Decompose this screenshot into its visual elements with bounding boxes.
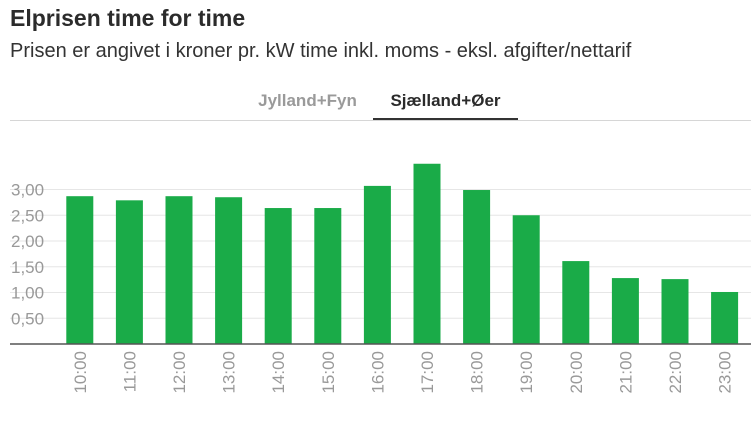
bar-1400[interactable] [264, 208, 292, 344]
chart-subtitle: Prisen er angivet i kroner pr. kW time i… [10, 40, 632, 62]
bar-1300[interactable] [215, 197, 243, 344]
bar-2200[interactable] [661, 279, 689, 344]
x-tick-label: 10:00 [71, 351, 90, 394]
y-tick-label: 3,00 [11, 181, 44, 200]
y-tick-label: 2,50 [11, 206, 44, 225]
bar-1000[interactable] [66, 196, 94, 344]
x-tick-label: 17:00 [418, 351, 437, 394]
bar-1600[interactable] [363, 185, 391, 344]
bar-1700[interactable] [413, 163, 441, 344]
y-tick-label: 0,50 [11, 309, 44, 328]
y-tick-label: 1,50 [11, 258, 44, 277]
bar-1200[interactable] [165, 196, 193, 344]
tab-jylland-fyn[interactable]: Jylland+Fyn [258, 91, 357, 110]
x-tick-label: 13:00 [220, 351, 239, 394]
x-tick-label: 11:00 [120, 351, 139, 392]
price-bar-chart: 0,50 1,00 1,50 2,00 2,50 3,00 10:00 11:00 12:00 1… [10, 163, 751, 394]
x-tick-label: 12:00 [170, 351, 189, 394]
x-tick-label: 15:00 [319, 351, 338, 394]
x-tick-label: 21:00 [616, 351, 635, 394]
x-tick-label: 18:00 [468, 351, 487, 394]
tab-divider [10, 120, 751, 121]
bar-2300[interactable] [711, 291, 739, 344]
bar-2100[interactable] [611, 278, 639, 344]
bar-1100[interactable] [115, 200, 143, 344]
y-tick-label: 1,00 [11, 284, 44, 303]
x-tick-label: 16:00 [368, 351, 387, 394]
x-tick-label: 19:00 [517, 351, 536, 394]
bar-1800[interactable] [463, 190, 491, 344]
y-tick-label: 2,00 [11, 232, 44, 251]
bar-2000[interactable] [562, 261, 590, 344]
chart-title: Elprisen time for time [10, 5, 246, 31]
tab-sjaelland-oer[interactable]: Sjælland+Øer [373, 88, 518, 121]
x-tick-label: 20:00 [567, 351, 586, 394]
x-tick-label: 23:00 [716, 351, 735, 394]
x-tick-label: 14:00 [269, 351, 288, 394]
bar-1500[interactable] [314, 208, 342, 344]
x-tick-label: 22:00 [666, 351, 685, 394]
bar-1900[interactable] [512, 215, 540, 344]
region-tabs: Jylland+Fyn Sjælland+Øer [0, 88, 751, 122]
